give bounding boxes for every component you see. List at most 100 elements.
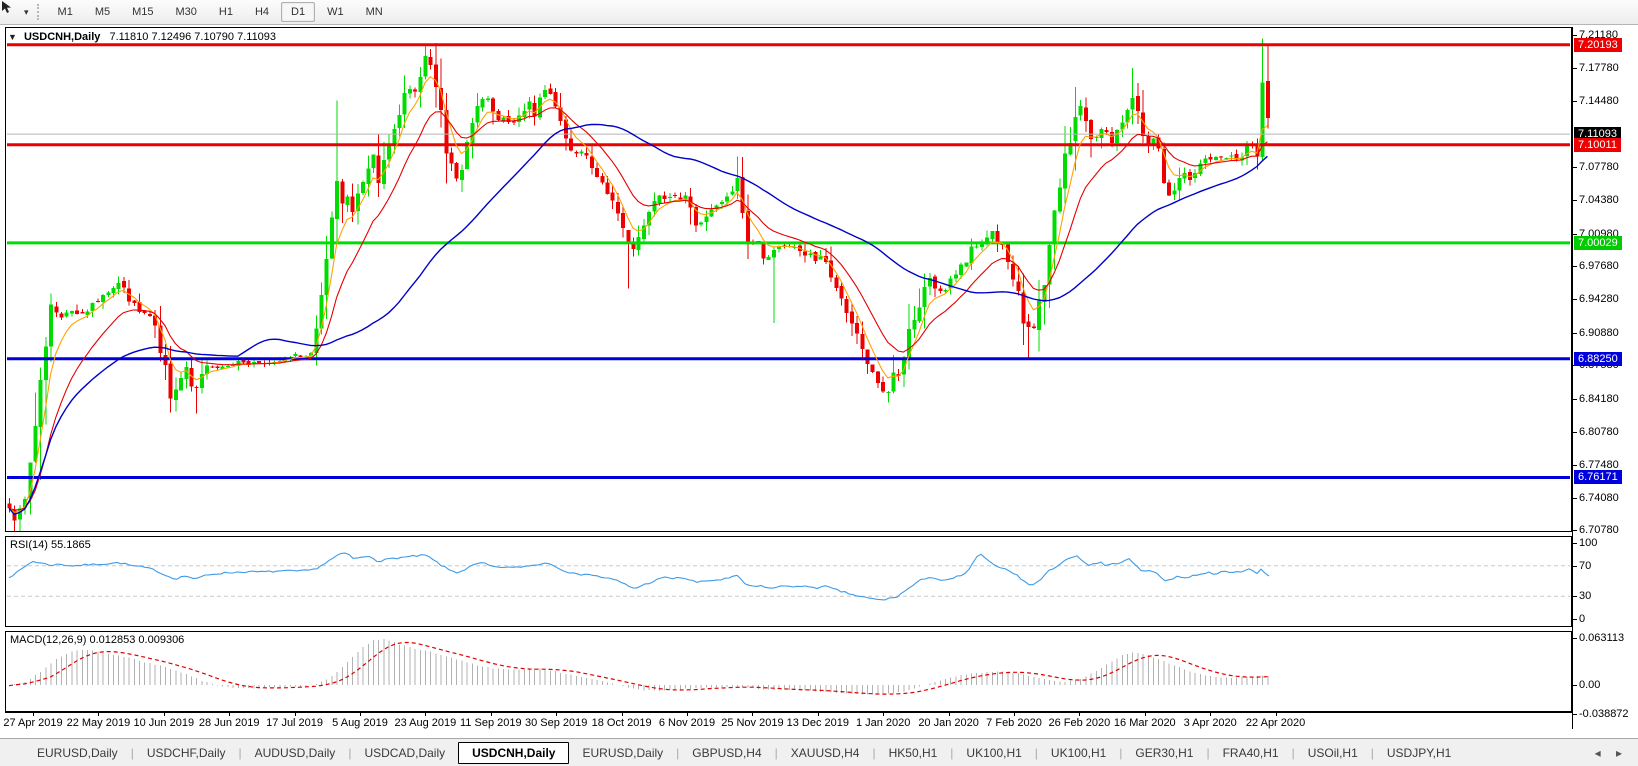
main-chart-panel[interactable] [5, 27, 1572, 532]
price-scale[interactable]: 7.21180 7.17780 7.14480 7.07780 7.04380 7.009… [1572, 27, 1638, 729]
rsi-label: RSI(14) 55.1865 [10, 539, 91, 551]
date-label: 5 Aug 2019 [332, 717, 388, 729]
tab-separator: | [872, 745, 876, 760]
tab-separator: | [676, 745, 680, 760]
rsi-scale-label: 0 [1579, 613, 1586, 625]
chart-tab-eurusd-daily[interactable]: EURUSD,Daily [582, 745, 664, 760]
chart-tab-usdcad-daily[interactable]: USDCAD,Daily [364, 745, 446, 760]
axis-tick [1573, 619, 1577, 620]
price-tick-label: 6.94280 [1579, 293, 1619, 306]
chart-tab-usoil-h1[interactable]: USOil,H1 [1307, 745, 1358, 760]
timeframe-button-m5[interactable]: M5 [94, 6, 111, 18]
cursor-tool-dropdown-icon[interactable]: ▾ [24, 6, 29, 17]
timeframe-button-m30[interactable]: M30 [175, 6, 197, 18]
chart-tab-uk100-h1[interactable]: UK100,H1 [966, 745, 1022, 760]
price-tick-label: 7.04380 [1579, 194, 1619, 207]
date-axis-tick [425, 713, 427, 716]
date-label: 16 Mar 2020 [1113, 717, 1176, 729]
tab-separator: | [1206, 745, 1210, 760]
date-label: 25 Nov 2019 [721, 717, 784, 729]
timeframe-button-w1[interactable]: W1 [327, 6, 344, 18]
chart-symbol: USDCNH,Daily [23, 31, 101, 43]
axis-tick [1573, 398, 1577, 400]
tab-scroll-arrows: ◂ ▸ [1595, 746, 1628, 760]
axis-tick [1573, 35, 1577, 36]
date-axis-tick [1079, 713, 1081, 716]
candlestick-chart[interactable] [6, 28, 1571, 531]
date-axis[interactable]: 27 Apr 2019 22 May 2019 10 Jun 2019 28 Jun … [3, 712, 1572, 729]
macd-scale-label: 0.00 [1579, 679, 1601, 691]
date-axis-tick [948, 713, 950, 716]
price-tick-label: 6.97680 [1579, 260, 1619, 272]
axis-tick [1573, 432, 1577, 434]
date-label: 26 Feb 2020 [1048, 717, 1111, 729]
axis-tick [1573, 332, 1577, 334]
macd-panel[interactable] [5, 631, 1572, 712]
timeframe-button-d1[interactable]: D1 [281, 2, 316, 22]
price-tick-label: 6.80780 [1579, 426, 1619, 439]
chart-tab-eurusd-daily[interactable]: EURUSD,Daily [37, 745, 118, 760]
date-label: 17 Jul 2019 [266, 717, 324, 729]
timeframe-button-mn[interactable]: MN [365, 6, 383, 18]
tab-separator: | [130, 745, 134, 760]
macd-values: 0.012853 0.009306 [89, 634, 185, 646]
timeframe-button-h1[interactable]: H1 [218, 6, 233, 18]
axis-tick [1573, 685, 1577, 686]
timeframe-button-m15[interactable]: M15 [132, 6, 154, 18]
chart-tab-uk100-h1[interactable]: UK100,H1 [1050, 745, 1107, 760]
toolbar-grip[interactable] [36, 4, 39, 20]
chart-tab-ger30-h1[interactable]: GER30,H1 [1135, 745, 1194, 760]
tab-separator: | [1034, 745, 1038, 760]
chart-tab-gbpusd-h4[interactable]: GBPUSD,H4 [692, 745, 762, 760]
rsi-panel[interactable] [5, 536, 1572, 627]
date-label: 22 Apr 2020 [1245, 717, 1306, 729]
chart-tab-bar: EURUSD,Daily | USDCHF,Daily | AUDUSD,Daily | U… [0, 738, 1638, 766]
tab-separator: | [1119, 745, 1123, 760]
date-label: 18 Oct 2019 [591, 717, 652, 729]
macd-scale-label: 0.063113 [1579, 631, 1625, 644]
axis-tick [1573, 166, 1577, 168]
tabs-container: EURUSD,Daily | USDCHF,Daily | AUDUSD,Daily | U… [24, 741, 1464, 764]
timeframe-button-m1[interactable]: M1 [57, 6, 73, 18]
axis-tick [1573, 68, 1577, 70]
top-toolbar: ▾ M1 M5 M15 M30 H1 H4 D1 W1 MN [0, 0, 1638, 25]
date-axis-tick [1144, 713, 1146, 716]
cursor-tool-icon[interactable] [2, 1, 24, 22]
chart-tab-audusd-daily[interactable]: AUDUSD,Daily [254, 745, 336, 760]
date-axis-tick [98, 713, 100, 716]
price-tick-label: 6.84180 [1579, 392, 1619, 405]
chart-tab-xauusd-h4[interactable]: XAUUSD,H4 [790, 745, 860, 760]
rsi-scale-label: 100 [1579, 537, 1598, 549]
date-label: 1 Jan 2020 [855, 717, 911, 729]
tab-scroll-right-icon[interactable]: ▸ [1615, 745, 1628, 760]
axis-tick [1573, 543, 1577, 544]
chart-tab-usdcnh-daily[interactable]: USDCNH,Daily [458, 741, 570, 764]
axis-tick [1573, 530, 1577, 532]
date-label: 10 Jun 2019 [133, 717, 195, 729]
collapse-chart-icon[interactable]: ▼ [8, 32, 17, 42]
price-level-tag: 6.88250 [1574, 351, 1622, 366]
price-level-tag: 7.10011 [1574, 137, 1621, 152]
chart-tab-hk50-h1[interactable]: HK50,H1 [888, 745, 938, 760]
timeframe-button-h4[interactable]: H4 [254, 6, 270, 18]
tab-separator: | [1291, 745, 1295, 760]
rsi-scale-label: 70 [1579, 559, 1592, 572]
axis-tick [1573, 596, 1577, 598]
price-tick-label: 7.17780 [1579, 62, 1619, 75]
macd-label: MACD(12,26,9) 0.012853 0.009306 [10, 634, 185, 646]
chart-tab-usdjpy-h1[interactable]: USDJPY,H1 [1386, 745, 1452, 760]
rsi-chart [7, 552, 1570, 601]
price-level-tag: 7.00029 [1574, 235, 1622, 250]
tab-scroll-left-icon[interactable]: ◂ [1594, 745, 1607, 760]
date-axis-tick [360, 713, 361, 716]
price-tick-label: 7.14480 [1579, 94, 1619, 107]
date-axis-tick [294, 713, 296, 716]
axis-tick [1573, 713, 1577, 715]
price-tick-label: 6.90880 [1579, 326, 1619, 339]
chart-tab-usdchf-daily[interactable]: USDCHF,Daily [146, 745, 226, 760]
date-axis-tick [163, 713, 165, 716]
tab-separator: | [774, 745, 778, 760]
date-axis-tick [883, 713, 885, 716]
chart-tab-fra40-h1[interactable]: FRA40,H1 [1222, 745, 1279, 760]
macd-chart [8, 639, 1269, 695]
